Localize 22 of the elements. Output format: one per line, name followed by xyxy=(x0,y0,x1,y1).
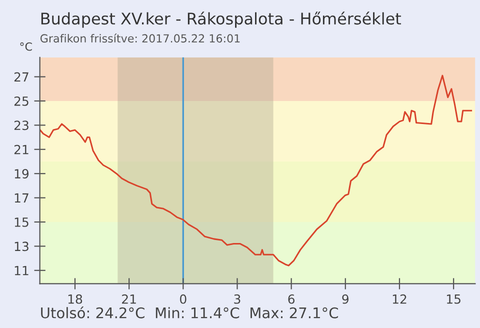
y-tick-label: 15 xyxy=(14,218,28,227)
x-tick-label: 3 xyxy=(234,294,240,304)
y-tick-label: 13 xyxy=(14,242,28,252)
y-tick-label: 17 xyxy=(14,193,28,203)
x-tick-label: 15 xyxy=(446,294,460,304)
y-tick-label: 19 xyxy=(14,169,29,179)
x-tick-label: 21 xyxy=(122,294,136,304)
x-tick-label: 6 xyxy=(288,294,295,304)
x-tick-label: 12 xyxy=(392,294,406,304)
y-tick-label: 25 xyxy=(14,96,28,106)
y-tick-label: 11 xyxy=(14,266,28,276)
x-tick-label: 9 xyxy=(342,294,348,304)
y-tick-label: 23 xyxy=(14,120,28,130)
text: Utolsó: 24.2°C Min: 11.4°C Max: 27.1°C xyxy=(41,306,338,318)
y-tick-label: 21 xyxy=(14,144,28,154)
chart-subtitle: Grafikon frissítve: 2017.05.22 16:01 xyxy=(40,34,240,43)
chart-title: Budapest XV.ker - Rákospalota - Hőmérséklet xyxy=(41,12,402,28)
y-axis-title: °C xyxy=(20,42,32,51)
line-series xyxy=(40,74,472,266)
y-tick-label: 27 xyxy=(14,72,28,82)
x-tick-label: 0 xyxy=(180,294,186,304)
x-tick-label: 18 xyxy=(68,294,82,304)
